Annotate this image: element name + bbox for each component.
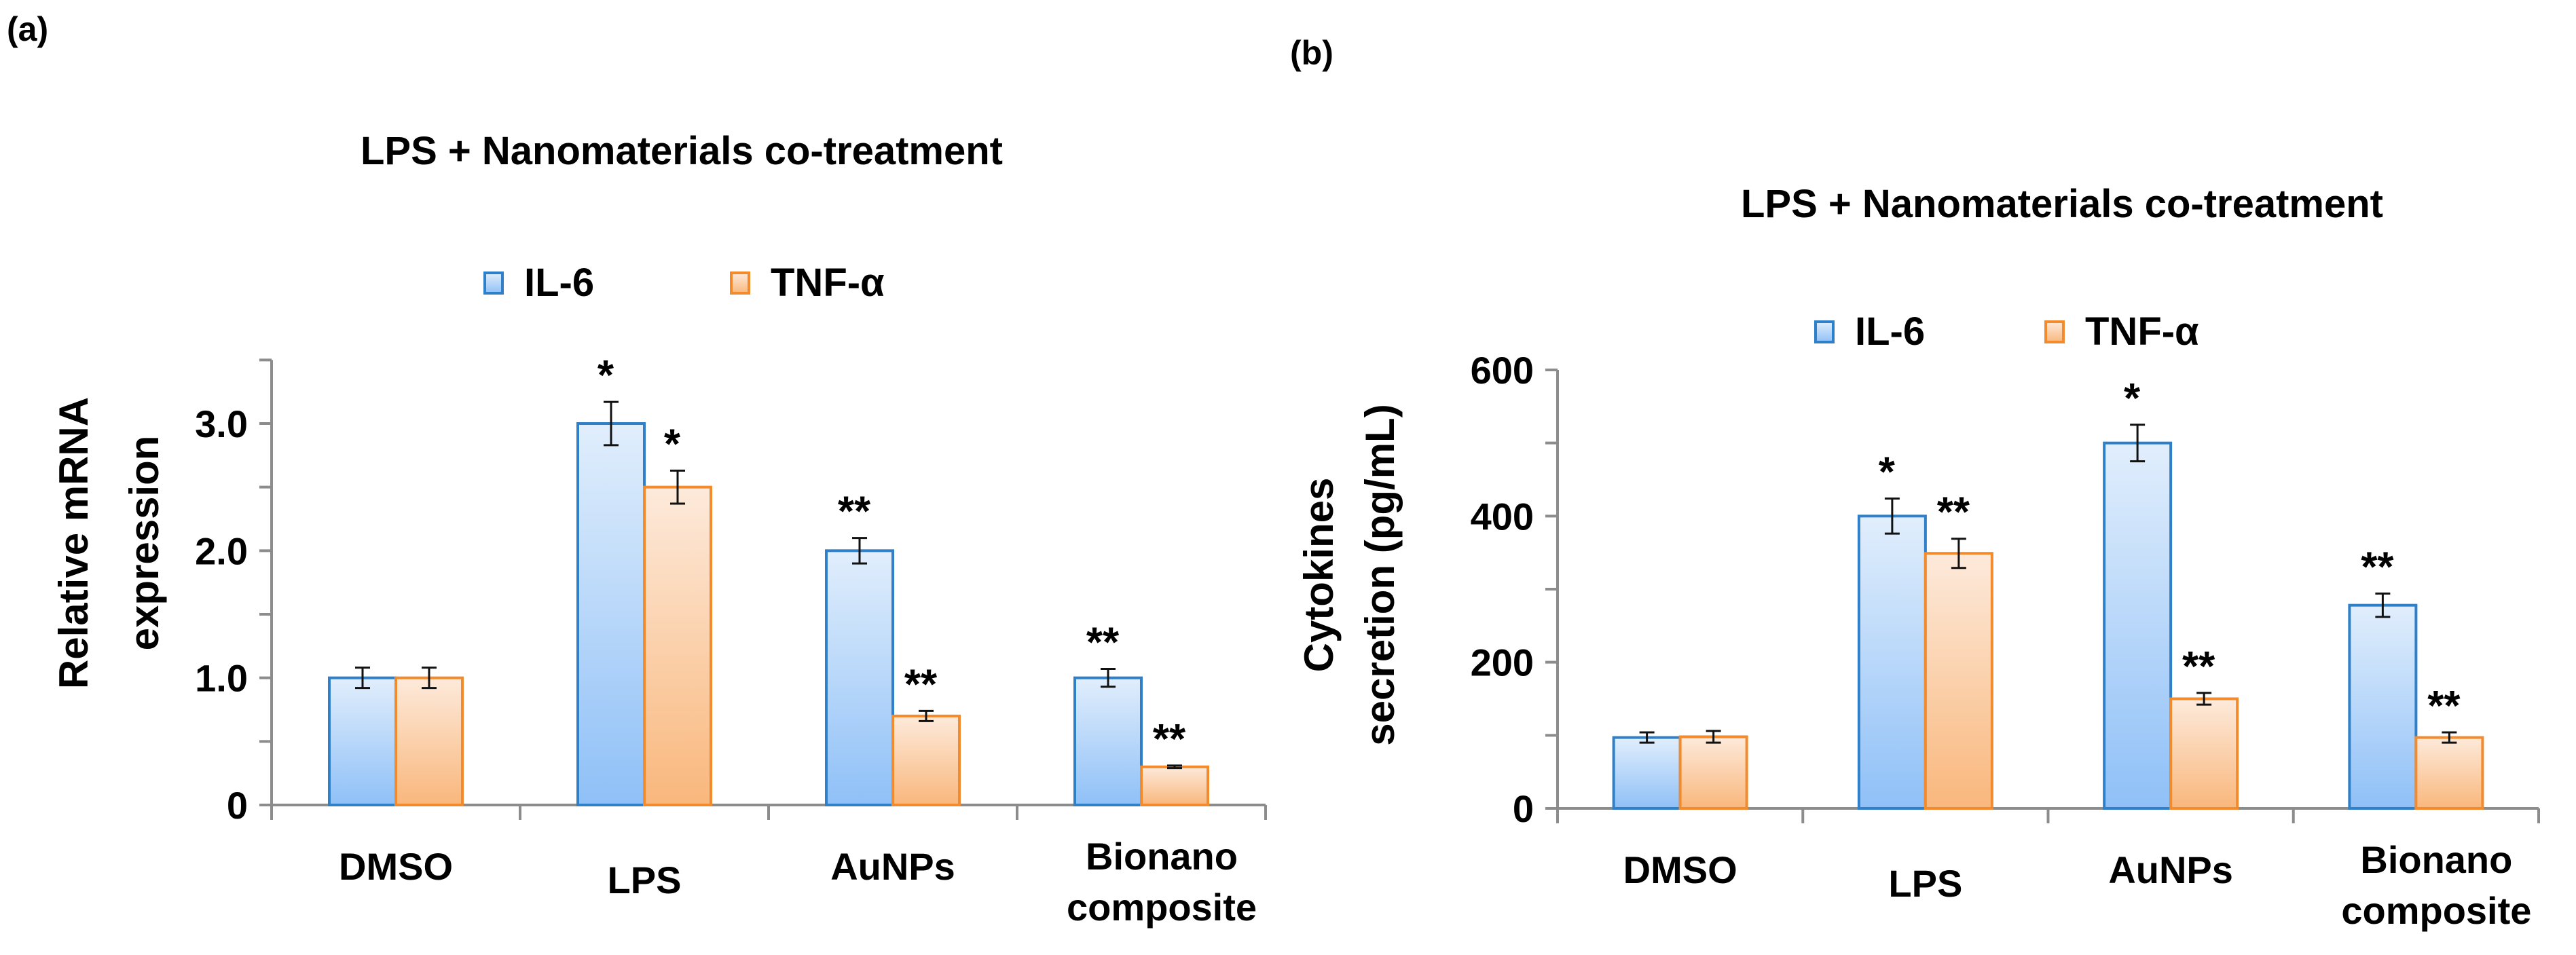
chart-title: LPS + Nanomaterials co-treatment xyxy=(361,129,1003,173)
bar-tnf-alpha xyxy=(2414,736,2484,810)
bar-tnf-alpha xyxy=(1140,765,1209,807)
x-tick-label: composite xyxy=(1067,886,1257,929)
significance-marker: ** xyxy=(2182,643,2215,690)
bar-tnf-alpha xyxy=(891,714,961,807)
significance-marker: ** xyxy=(838,489,871,536)
y-axis-label: secretion (pg/mL) xyxy=(1357,404,1403,745)
x-tick-label: DMSO xyxy=(1623,848,1737,891)
bar-tnf-alpha xyxy=(1678,735,1748,810)
y-tick-label: 400 xyxy=(1471,495,1534,538)
legend-swatch-tnf-alpha xyxy=(2044,320,2065,343)
bar-il-6 xyxy=(2103,441,2173,810)
significance-marker: * xyxy=(2124,375,2141,422)
bar-il-6 xyxy=(2348,603,2418,810)
y-tick-label: 600 xyxy=(1471,349,1534,392)
legend-swatch-il-6 xyxy=(1814,320,1835,343)
significance-marker: ** xyxy=(2427,683,2461,730)
x-tick-label: AuNPs xyxy=(2108,848,2233,891)
y-tick-label: 200 xyxy=(1471,641,1534,684)
bar-tnf-alpha xyxy=(2169,697,2239,810)
x-tick-label: Bionano xyxy=(2360,838,2512,881)
panel-label: (b) xyxy=(1290,34,1333,72)
bar-tnf-alpha xyxy=(1924,552,1993,810)
significance-marker: * xyxy=(597,352,614,399)
y-tick-label: 3.0 xyxy=(195,402,248,445)
y-tick-label: 0 xyxy=(227,784,248,827)
y-tick-label: 2.0 xyxy=(195,529,248,572)
legend-swatch-il-6 xyxy=(483,271,504,295)
legend-label: IL-6 xyxy=(1855,310,1925,354)
significance-marker: * xyxy=(664,421,681,468)
significance-marker: ** xyxy=(1086,620,1120,667)
significance-marker: ** xyxy=(2361,544,2394,591)
chart-panel-a: (a) LPS + Nanomaterials co-treatment IL-6 T… xyxy=(7,10,1267,929)
chart-panel-b: (b) LPS + Nanomaterials co-treatment IL-6 T… xyxy=(1290,34,2540,932)
significance-marker: * xyxy=(1879,449,1896,495)
bar-il-6 xyxy=(1857,514,1927,810)
y-axis-label: Cytokines xyxy=(1296,478,1342,673)
bar-il-6 xyxy=(328,676,397,807)
significance-marker: ** xyxy=(1937,489,1970,536)
chart-title: LPS + Nanomaterials co-treatment xyxy=(1741,182,2383,226)
x-tick-label: composite xyxy=(2341,889,2531,932)
y-tick-label: 0 xyxy=(1513,787,1534,830)
bar-il-6 xyxy=(1073,676,1143,807)
bar-il-6 xyxy=(825,549,894,806)
x-tick-label: LPS xyxy=(608,859,682,901)
legend-label: TNF-α xyxy=(771,261,885,305)
y-tick-label: 1.0 xyxy=(195,657,248,700)
x-tick-label: AuNPs xyxy=(830,845,955,888)
panel-label: (a) xyxy=(7,10,48,48)
significance-marker: ** xyxy=(1153,716,1186,763)
x-tick-label: Bionano xyxy=(1086,835,1238,878)
significance-marker: ** xyxy=(904,661,938,708)
bar-tnf-alpha xyxy=(643,485,712,807)
y-axis-label: Relative mRNA xyxy=(51,397,96,689)
x-tick-label: DMSO xyxy=(339,845,453,888)
bar-il-6 xyxy=(1612,736,1682,810)
legend-swatch-tnf-alpha xyxy=(730,271,750,295)
legend-label: IL-6 xyxy=(524,261,594,305)
legend-label: TNF-α xyxy=(2085,310,2199,354)
x-tick-label: LPS xyxy=(1888,862,1962,905)
y-axis-label: expression xyxy=(122,436,167,651)
bar-tnf-alpha xyxy=(394,676,464,807)
bar-il-6 xyxy=(576,422,646,806)
